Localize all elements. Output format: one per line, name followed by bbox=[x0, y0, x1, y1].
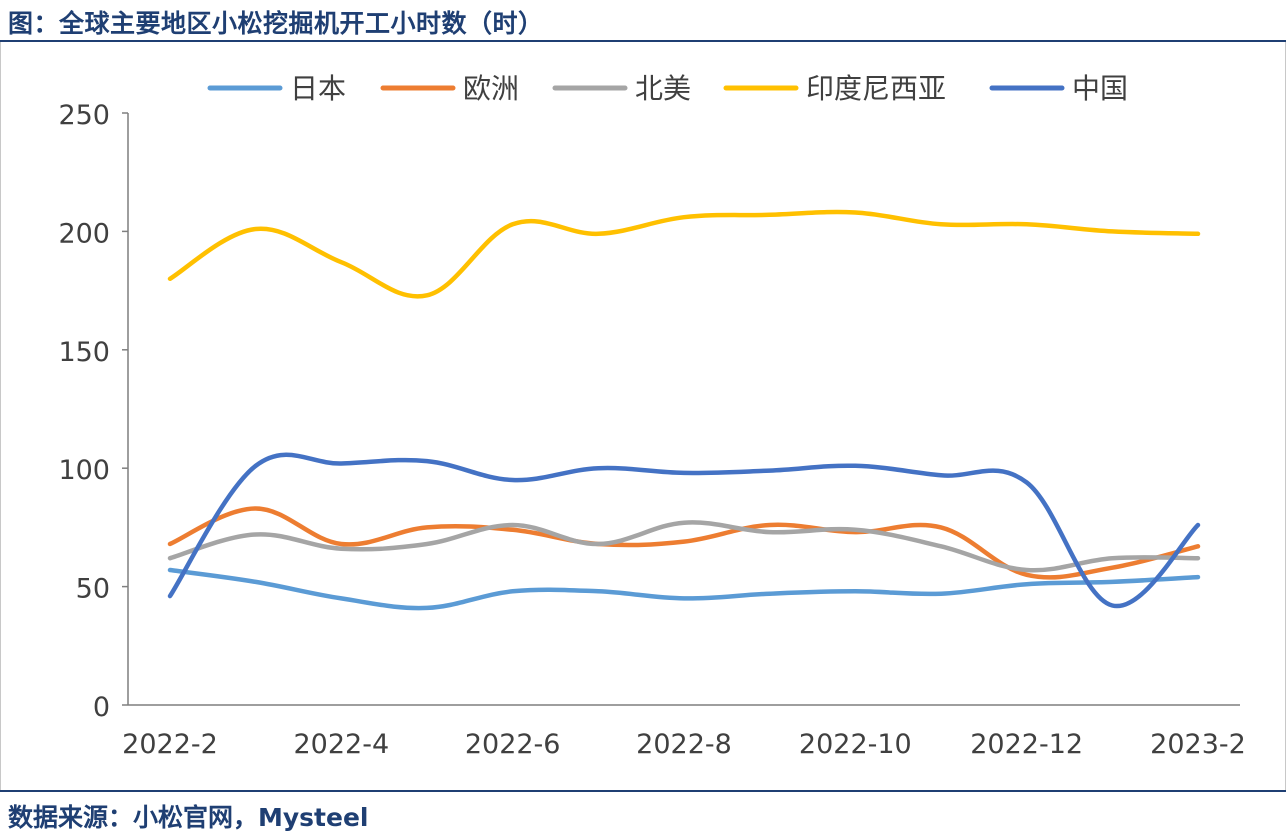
title-bar: 图：全球主要地区小松挖掘机开工小时数（时） bbox=[0, 0, 1286, 42]
y-tick-label: 100 bbox=[58, 455, 110, 486]
x-tick-label: 2022-4 bbox=[294, 729, 390, 760]
x-tick-label: 2022-12 bbox=[970, 729, 1083, 760]
y-axis: 0 50 100 150 200 250 bbox=[58, 100, 129, 723]
series-line-1 bbox=[167, 506, 1201, 580]
y-tick-label: 250 bbox=[58, 100, 110, 131]
legend: 日本 欧洲 北美 印度尼西亚 中国 bbox=[207, 72, 1128, 105]
chart-title: 图：全球主要地区小松挖掘机开工小时数（时） bbox=[8, 9, 544, 38]
legend-label-3: 印度尼西亚 bbox=[806, 72, 946, 105]
x-tick-label: 2022-8 bbox=[636, 729, 732, 760]
x-tick-label: 2023-2 bbox=[1150, 729, 1246, 760]
series-lines bbox=[167, 209, 1201, 611]
y-tick-label: 50 bbox=[76, 574, 110, 605]
legend-label-2: 北美 bbox=[635, 72, 691, 105]
y-tick-label: 150 bbox=[58, 337, 110, 368]
x-axis: 2022-2 2022-4 2022-6 2022-8 2022-10 2022-12 20… bbox=[122, 704, 1246, 760]
x-tick-label: 2022-6 bbox=[465, 729, 561, 760]
series-line-3 bbox=[167, 209, 1201, 299]
y-tick-label: 0 bbox=[93, 692, 110, 723]
legend-label-1: 欧洲 bbox=[463, 72, 519, 105]
x-tick-label: 2022-10 bbox=[799, 729, 912, 760]
y-tick-label: 200 bbox=[58, 218, 110, 249]
legend-label-4: 中国 bbox=[1072, 72, 1128, 105]
legend-label-0: 日本 bbox=[290, 72, 346, 105]
x-tick-label: 2022-2 bbox=[122, 729, 218, 760]
series-line-0 bbox=[167, 567, 1201, 611]
series-line-4 bbox=[167, 452, 1201, 609]
data-source-note: 数据来源：小松官网，Mysteel bbox=[8, 803, 369, 832]
series-line-2 bbox=[167, 520, 1201, 573]
footer-bar: 数据来源：小松官网，Mysteel bbox=[0, 790, 1286, 838]
